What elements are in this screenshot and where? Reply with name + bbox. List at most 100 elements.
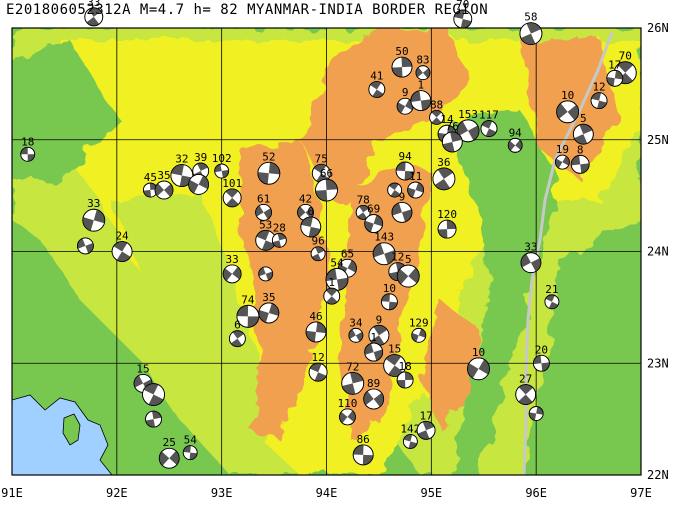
beachball-rim: [570, 154, 590, 174]
event-beachball[interactable]: [339, 408, 356, 426]
event-beachball[interactable]: [437, 219, 457, 239]
event-beachball[interactable]: [154, 180, 174, 200]
beachball-rim: [396, 371, 414, 389]
event-beachball[interactable]: [82, 208, 106, 232]
beachball-rim: [310, 246, 326, 262]
beachball-rim: [396, 264, 420, 288]
event-beachball[interactable]: [20, 146, 36, 162]
event-beachball[interactable]: [355, 204, 371, 220]
compressional-quadrant: [151, 411, 162, 420]
event-beachball[interactable]: [441, 131, 463, 153]
event-beachball[interactable]: [255, 203, 273, 221]
event-beachball[interactable]: [429, 110, 444, 125]
event-beachball[interactable]: [214, 163, 230, 179]
event-beachball[interactable]: [372, 242, 396, 266]
event-beachball[interactable]: [258, 266, 274, 282]
event-beachball[interactable]: [395, 161, 415, 181]
event-beachball[interactable]: [257, 161, 281, 185]
event-beachball[interactable]: [341, 371, 365, 395]
valley-central: [450, 110, 560, 475]
event-beachball[interactable]: [188, 174, 210, 195]
event-beachball[interactable]: [391, 56, 413, 78]
beachball-rim: [222, 188, 242, 208]
compressional-quadrant: [404, 171, 415, 181]
event-beachball[interactable]: [402, 434, 418, 449]
compressional-quadrant: [508, 140, 516, 151]
event-beachball[interactable]: [311, 163, 331, 183]
event-beachball[interactable]: [352, 444, 374, 466]
event-beachball[interactable]: [415, 65, 431, 81]
event-beachball[interactable]: [310, 246, 326, 262]
event-beachball[interactable]: [348, 327, 364, 343]
event-beachball[interactable]: [391, 201, 413, 223]
event-beachball[interactable]: [556, 100, 580, 124]
event-beachball[interactable]: [396, 264, 420, 288]
event-beachball[interactable]: [305, 321, 327, 343]
event-beachball[interactable]: [407, 181, 425, 199]
event-beachball[interactable]: [416, 420, 436, 440]
compressional-quadrant: [442, 141, 455, 152]
event-beachball[interactable]: [145, 410, 162, 428]
beachball-rim: [572, 123, 594, 145]
event-beachball[interactable]: [387, 182, 403, 198]
event-beachball[interactable]: [364, 214, 384, 233]
event-depth-label: 65: [341, 247, 354, 260]
event-beachball[interactable]: [507, 137, 523, 153]
event-beachball[interactable]: [410, 90, 432, 112]
event-beachball[interactable]: [411, 327, 427, 343]
compressional-quadrant: [223, 268, 233, 281]
compressional-quadrant: [350, 372, 364, 384]
event-beachball[interactable]: [533, 354, 550, 372]
map-border: [11, 27, 642, 476]
event-beachball[interactable]: [544, 294, 560, 310]
compressional-quadrant: [325, 268, 337, 282]
event-beachball[interactable]: [515, 384, 537, 405]
event-beachball[interactable]: [606, 69, 624, 87]
event-beachball[interactable]: [222, 188, 242, 208]
event-beachball[interactable]: [572, 123, 594, 145]
event-beachball[interactable]: [570, 154, 590, 174]
event-beachball[interactable]: [396, 371, 414, 389]
event-beachball[interactable]: [142, 182, 158, 198]
event-depth-label: 70: [619, 50, 632, 63]
event-beachball[interactable]: [363, 388, 385, 410]
event-beachball[interactable]: [528, 406, 544, 421]
beachball-rim: [402, 434, 418, 449]
event-beachball[interactable]: [364, 342, 384, 362]
event-depth-label: 9: [399, 190, 406, 203]
event-beachball[interactable]: [158, 447, 180, 469]
event-depth-label: 94: [399, 150, 413, 163]
event-depth-label: 6: [234, 319, 241, 332]
event-beachball[interactable]: [84, 7, 104, 27]
event-beachball[interactable]: [228, 330, 246, 348]
event-beachball[interactable]: [590, 92, 608, 110]
event-beachball[interactable]: [520, 252, 542, 274]
event-beachball[interactable]: [182, 445, 198, 461]
event-beachball[interactable]: [258, 302, 280, 324]
compressional-quadrant: [385, 354, 402, 366]
event-beachball[interactable]: [300, 216, 322, 238]
event-beachball[interactable]: [170, 164, 194, 187]
event-beachball[interactable]: [456, 119, 480, 143]
event-beachball[interactable]: [380, 293, 398, 311]
event-beachball[interactable]: [396, 97, 414, 115]
event-beachball[interactable]: [323, 287, 341, 305]
event-beachball[interactable]: [142, 383, 165, 406]
event-beachball[interactable]: [111, 241, 133, 262]
event-beachball[interactable]: [222, 264, 242, 284]
event-beachball[interactable]: [271, 232, 287, 248]
event-beachball[interactable]: [554, 154, 570, 170]
event-beachball[interactable]: [308, 362, 328, 382]
event-beachball[interactable]: [236, 304, 260, 328]
event-beachball[interactable]: [255, 229, 277, 251]
event-beachball[interactable]: [315, 178, 338, 202]
event-beachball[interactable]: [480, 120, 498, 137]
compressional-quadrant: [520, 33, 536, 45]
event-beachball[interactable]: [432, 167, 456, 191]
event-beachball[interactable]: [467, 357, 490, 381]
event-beachball[interactable]: [453, 9, 473, 29]
event-beachball[interactable]: [519, 22, 543, 45]
event-beachball[interactable]: [368, 81, 386, 98]
compressional-quadrant: [420, 99, 431, 111]
event-beachball[interactable]: [76, 237, 94, 255]
